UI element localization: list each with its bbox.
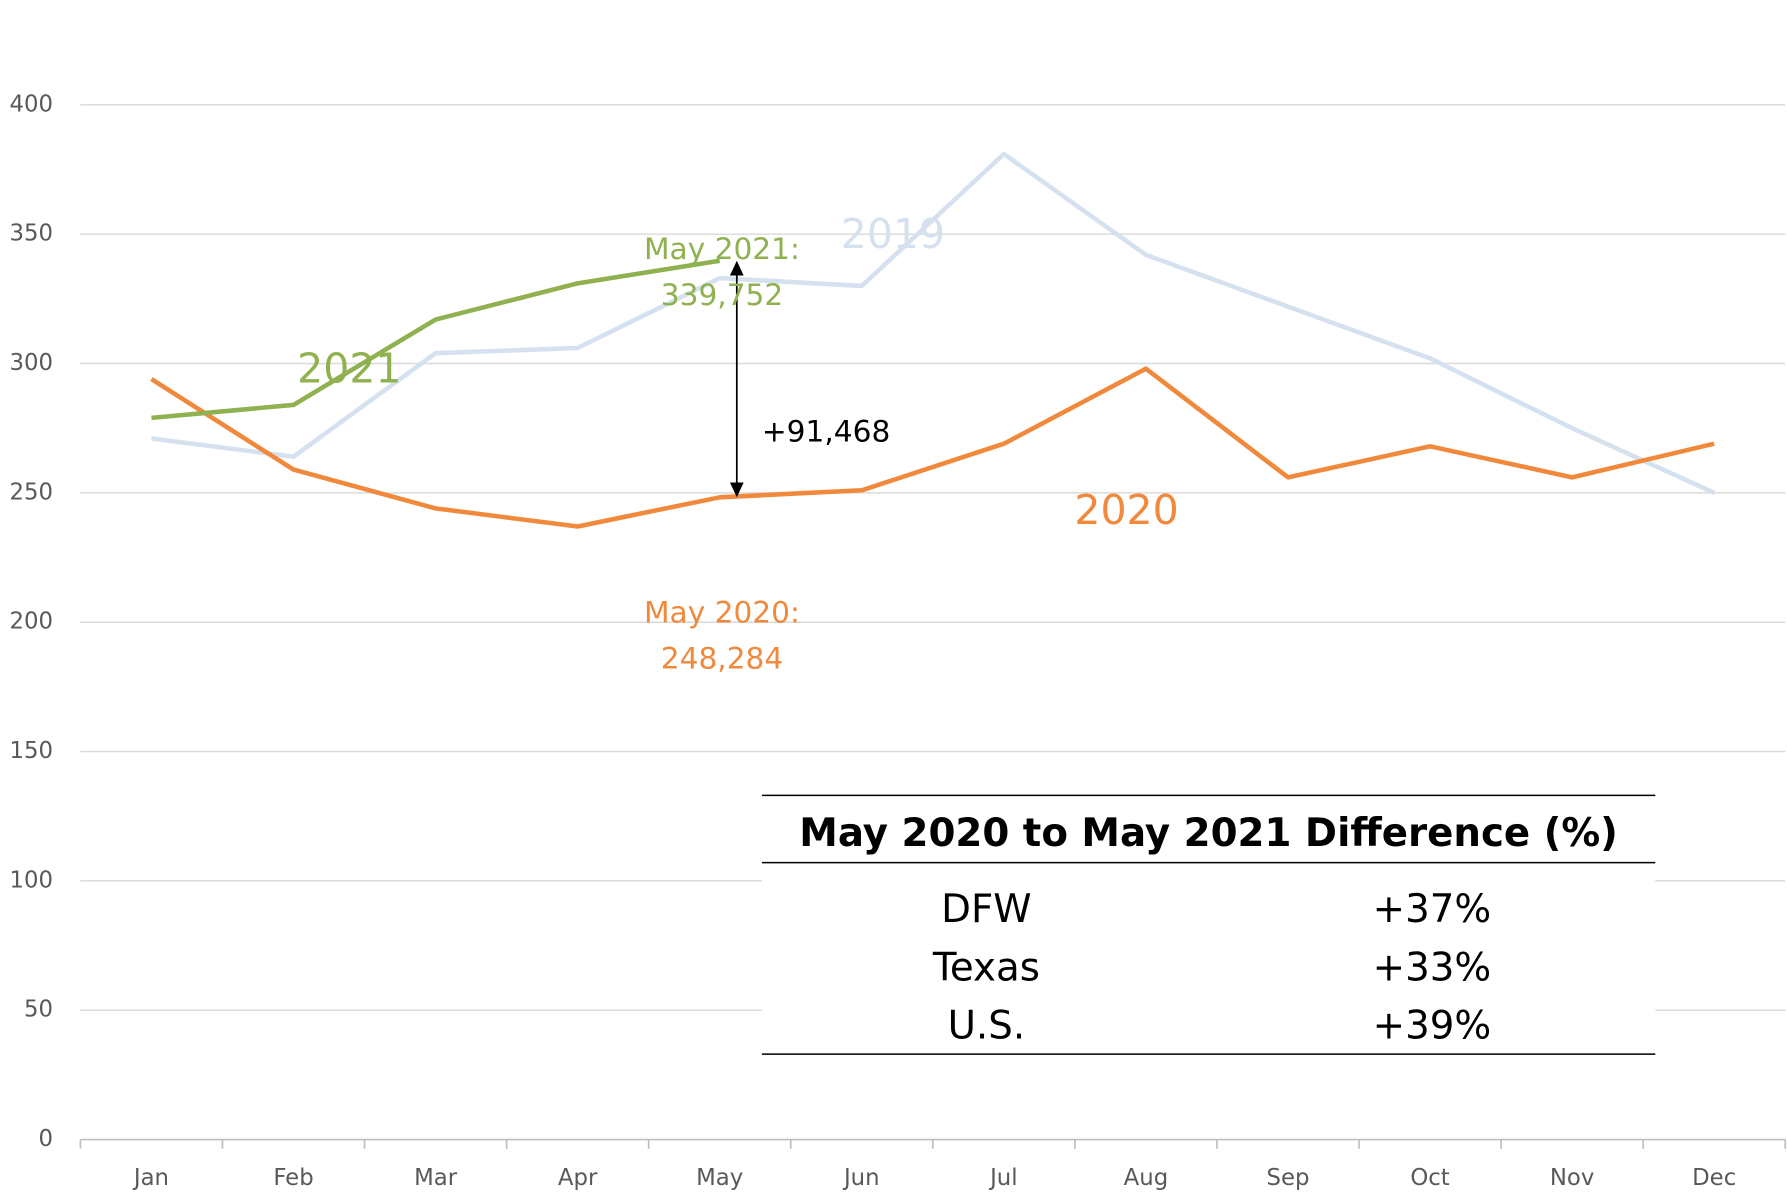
y-tick-label: 200	[10, 609, 53, 635]
table-cell: U.S.	[948, 1003, 1026, 1048]
series-label: 2021	[297, 345, 401, 393]
series-line	[151, 151, 1716, 495]
table-cell: Texas	[932, 945, 1040, 990]
series-line	[151, 258, 721, 421]
x-tick-label: Aug	[1124, 1165, 1168, 1191]
annotation: 248,284	[661, 641, 783, 675]
table-cell: +39%	[1373, 1003, 1492, 1048]
series-label: 2019	[841, 210, 945, 258]
y-tick-label: 350	[10, 221, 53, 247]
y-tick-label: 250	[10, 479, 53, 505]
y-tick-label: 50	[24, 997, 53, 1023]
x-tick-label: Feb	[273, 1165, 313, 1191]
x-tick-label: Mar	[414, 1165, 458, 1191]
x-tick-label: Dec	[1692, 1165, 1736, 1191]
x-tick-label: Apr	[558, 1165, 598, 1191]
x-tick-label: Sep	[1267, 1165, 1310, 1191]
annotation: May 2021:	[644, 232, 800, 266]
x-tick-label: Jun	[842, 1165, 880, 1191]
annotation: +91,468	[762, 415, 890, 449]
y-tick-label: 100	[10, 867, 53, 893]
x-tick-label: Jul	[988, 1165, 1018, 1191]
x-tick-label: Jan	[132, 1165, 169, 1191]
table-title: May 2020 to May 2021 Difference (%)	[799, 811, 1618, 856]
y-tick-label: 150	[10, 738, 53, 764]
series-line	[150, 366, 1715, 529]
y-tick-label: 300	[10, 350, 53, 376]
y-tick-label: 0	[39, 1126, 54, 1152]
annotation: May 2020:	[644, 596, 800, 630]
table-cell: +37%	[1373, 887, 1492, 932]
x-tick-label: Nov	[1550, 1165, 1594, 1191]
x-tick-label: May	[696, 1165, 743, 1191]
arrow-head	[729, 482, 744, 498]
y-tick-label: 400	[10, 91, 53, 117]
x-tick-label: Oct	[1410, 1165, 1449, 1191]
series-label: 2020	[1074, 486, 1178, 534]
annotation: 339,752	[661, 278, 783, 312]
table-bg	[761, 795, 1656, 1055]
table-cell: +33%	[1373, 945, 1492, 990]
table-cell: DFW	[941, 887, 1031, 932]
arrow-head	[729, 260, 744, 276]
